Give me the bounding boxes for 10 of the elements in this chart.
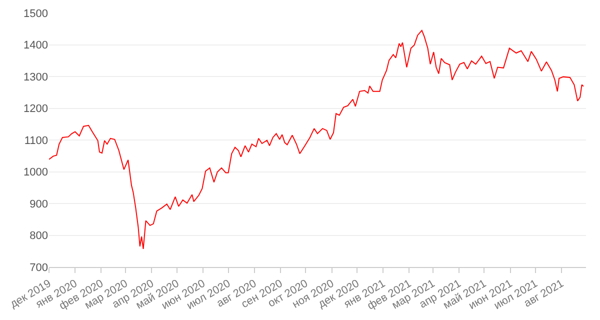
y-tick-label: 700 xyxy=(30,262,48,274)
y-tick-label: 1400 xyxy=(24,40,48,52)
y-tick-label: 1200 xyxy=(24,103,48,116)
y-tick-label: 1500 xyxy=(24,8,48,20)
y-tick-label: 1300 xyxy=(24,71,48,84)
line-series xyxy=(49,30,584,250)
y-tick-label: 800 xyxy=(30,230,48,242)
y-tick-label: 900 xyxy=(30,198,48,210)
y-tick-label: 1100 xyxy=(24,134,48,147)
y-tick-label: 1000 xyxy=(24,166,48,179)
